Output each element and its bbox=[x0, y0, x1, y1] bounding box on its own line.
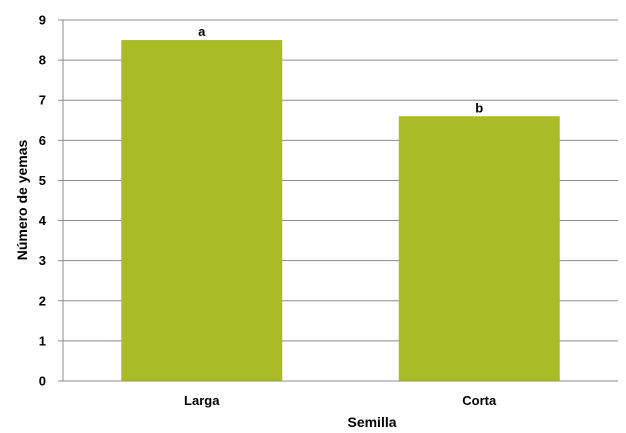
bar-data-label: a bbox=[198, 24, 206, 39]
y-tick-label: 8 bbox=[39, 53, 46, 68]
y-tick-label: 7 bbox=[39, 93, 46, 108]
labels: 0 1 2 3 4 5 6 7 8 9 Larga a Corta b bbox=[39, 13, 497, 409]
x-tick-label: Larga bbox=[184, 393, 220, 408]
y-tick-label: 4 bbox=[39, 213, 47, 228]
bars bbox=[121, 40, 560, 382]
y-axis-title: Número de yemas bbox=[14, 139, 30, 260]
y-tick-label: 2 bbox=[39, 293, 46, 308]
y-tick-label: 0 bbox=[39, 374, 46, 389]
y-tick-label: 1 bbox=[39, 333, 46, 348]
axes bbox=[58, 19, 618, 382]
x-axis-title: Semilla bbox=[347, 414, 396, 430]
bar-larga bbox=[121, 40, 283, 382]
x-tick-label: Corta bbox=[462, 393, 497, 408]
y-tick-label: 5 bbox=[39, 173, 46, 188]
y-tick-label: 3 bbox=[39, 253, 46, 268]
y-tick-label: 6 bbox=[39, 133, 46, 148]
bar-data-label: b bbox=[475, 100, 483, 115]
y-tick-label: 9 bbox=[39, 13, 46, 28]
bar-corta bbox=[398, 116, 560, 382]
